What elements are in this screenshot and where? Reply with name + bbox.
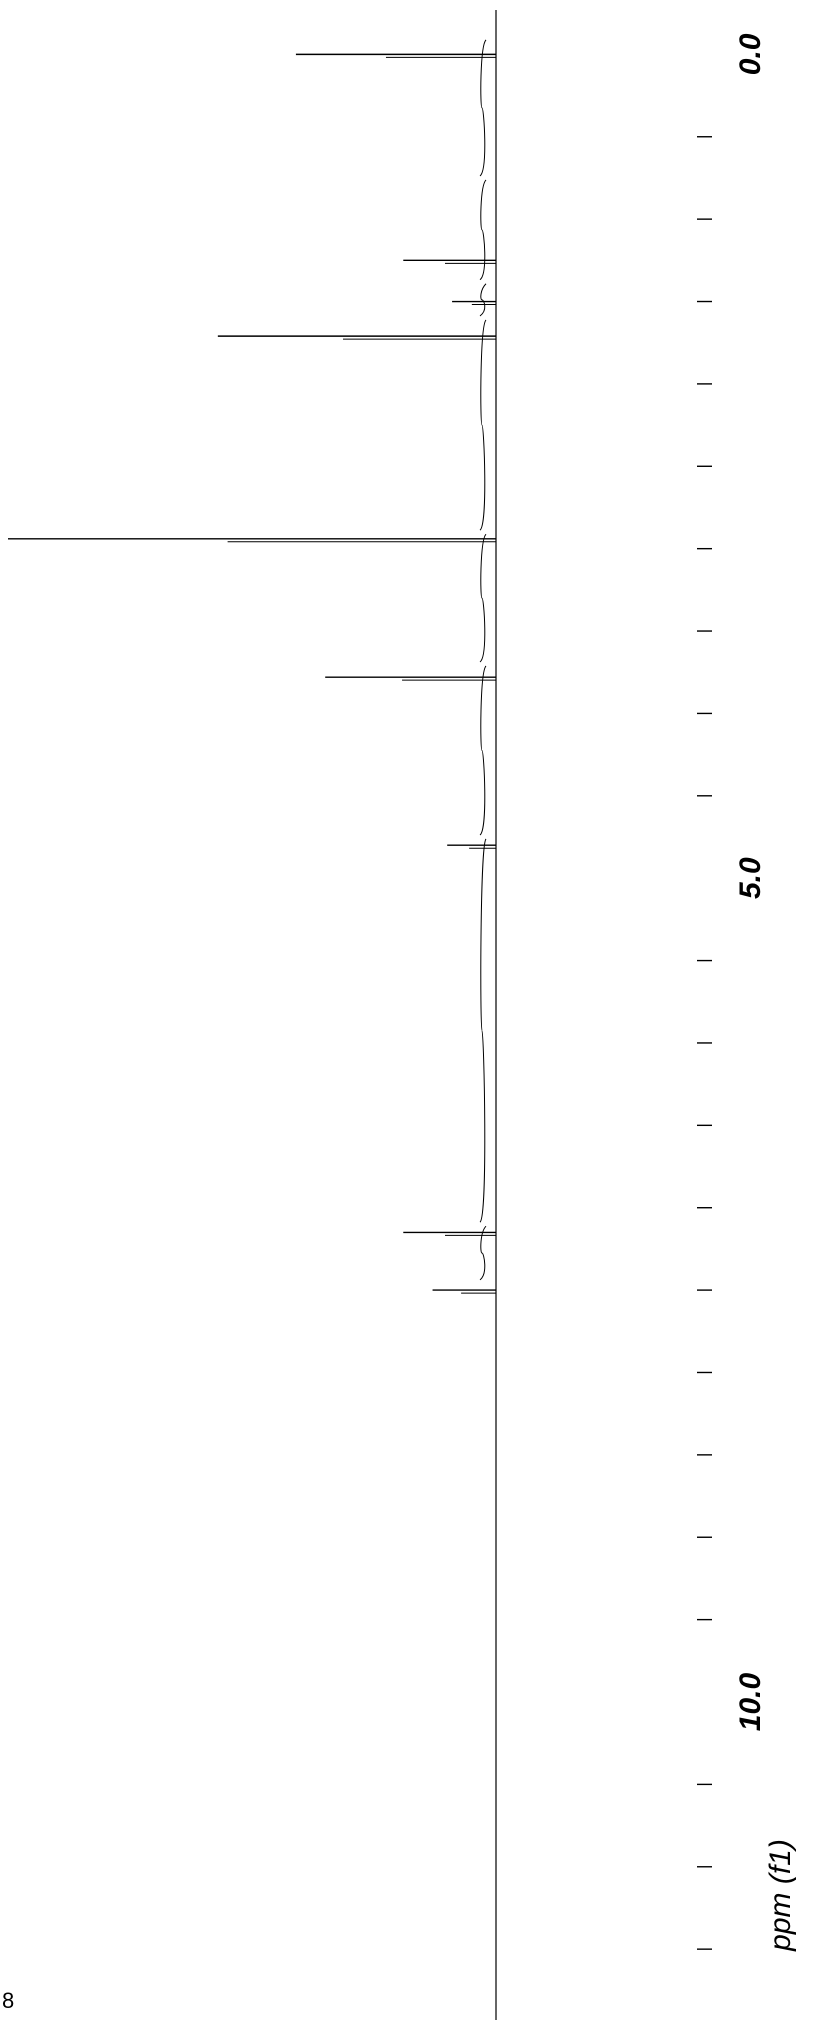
tick-label-0: 0.0 xyxy=(734,33,767,75)
integral-1 xyxy=(479,179,487,281)
integral-7 xyxy=(479,1225,487,1281)
integral-0 xyxy=(479,39,487,177)
tick-label-2: 10.0 xyxy=(734,1672,767,1731)
axis-title: ppm (f1) xyxy=(764,1839,797,1952)
integral-3 xyxy=(479,319,487,531)
integral-2 xyxy=(479,283,487,317)
integral-curves xyxy=(479,39,487,1281)
corner-mark: 8 xyxy=(2,1988,14,2013)
integral-6 xyxy=(479,838,487,1223)
ppm-axis: 0.0 5.0 10.0 xyxy=(697,33,767,1950)
integral-5 xyxy=(479,665,487,836)
tick-label-1: 5.0 xyxy=(734,857,767,899)
spectrum-trace xyxy=(8,10,497,2020)
integral-4 xyxy=(479,533,487,663)
